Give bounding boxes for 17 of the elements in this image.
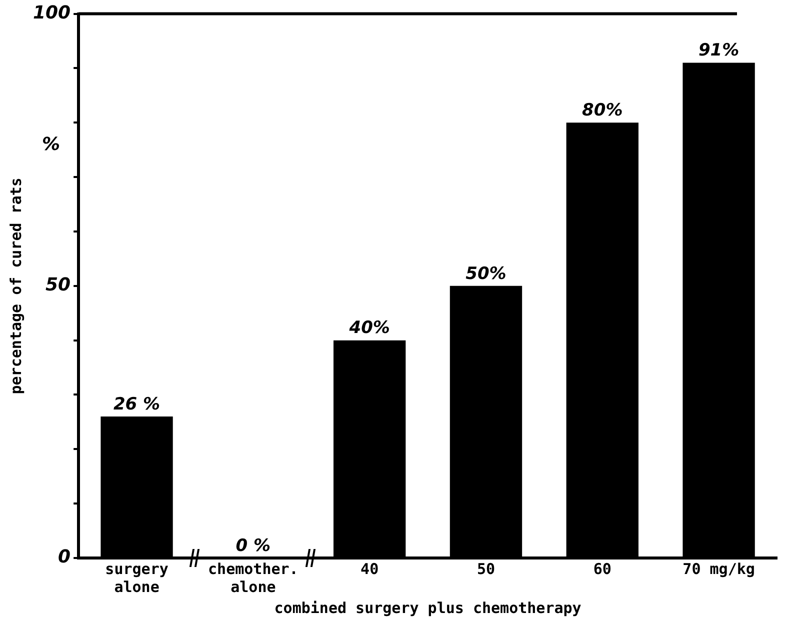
data-label: 91% xyxy=(698,40,740,61)
data-label: 0 % xyxy=(236,536,271,556)
x-tick-label: 70 mg/kg xyxy=(682,560,755,578)
x-tick-label: 60 xyxy=(593,560,612,578)
data-label: 40% xyxy=(348,318,390,338)
y-tick-label: 50 xyxy=(46,274,71,296)
data-label: 50% xyxy=(466,264,506,284)
x-tick-label: 50 xyxy=(476,560,496,578)
y-axis-title: percentage of cured rats xyxy=(6,178,25,394)
y-tick-label: 0 xyxy=(58,546,71,568)
x-axis-title: combined surgery plus chemotherapy xyxy=(274,598,582,617)
x-tick-label: 40 xyxy=(360,560,379,578)
x-tick-label: surgery alone xyxy=(105,560,168,596)
y-tick-label: 100 xyxy=(32,2,71,24)
text: % xyxy=(42,134,60,156)
data-label: 80% xyxy=(582,100,623,121)
data-label: 26 % xyxy=(113,394,160,414)
